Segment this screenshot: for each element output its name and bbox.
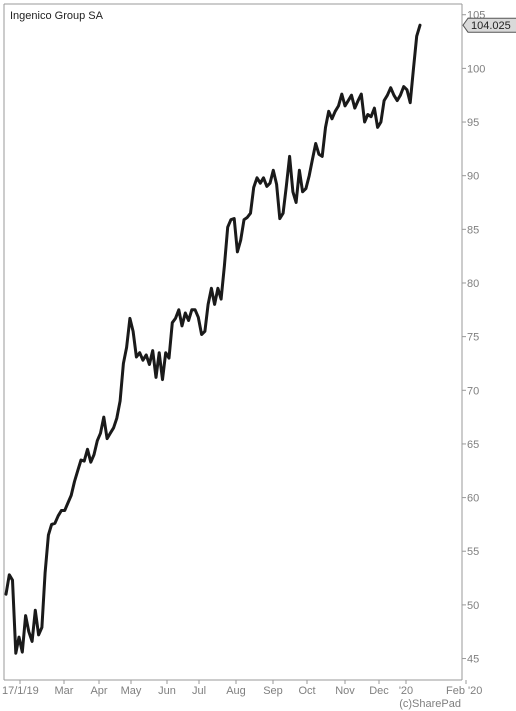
y-tick-label: 85 xyxy=(467,224,479,236)
y-tick-label: 60 xyxy=(467,493,479,505)
price-series-line xyxy=(4,23,422,655)
y-tick-label: 70 xyxy=(467,385,479,397)
x-tick-label: Jun xyxy=(158,685,176,697)
chart-title: Ingenico Group SA xyxy=(10,10,104,22)
x-tick-label: Jul xyxy=(192,685,206,697)
x-tick-label: Nov xyxy=(335,685,355,697)
y-tick-label: 75 xyxy=(467,332,479,344)
y-tick-label: 50 xyxy=(467,600,479,612)
y-tick-label: 55 xyxy=(467,546,479,558)
x-tick-label: Oct xyxy=(298,685,315,697)
y-tick-label: 65 xyxy=(467,439,479,451)
x-tick-label: Apr xyxy=(90,685,107,697)
x-tick-label: '20 xyxy=(399,685,413,697)
chart-credit: (c)SharePad xyxy=(399,698,461,710)
x-tick-label: Aug xyxy=(226,685,246,697)
y-tick-label: 80 xyxy=(467,278,479,290)
x-tick-label: Feb '20 xyxy=(446,685,482,697)
x-tick-label: Mar xyxy=(55,685,74,697)
x-tick-label: Sep xyxy=(263,685,283,697)
x-tick-label: Dec xyxy=(369,685,389,697)
label-layer: Ingenico Group SA (c)SharePad 104.025 xyxy=(10,10,516,710)
last-value-badge xyxy=(462,17,516,33)
y-tick-label: 100 xyxy=(467,63,485,75)
y-tick-label: 95 xyxy=(467,117,479,129)
last-value-label: 104.025 xyxy=(471,20,511,32)
x-tick-label: May xyxy=(121,685,142,697)
y-tick-label: 90 xyxy=(467,171,479,183)
series-layer xyxy=(4,23,422,655)
x-tick-label: 17/1/19 xyxy=(2,685,39,697)
y-tick-label: 45 xyxy=(467,654,479,666)
